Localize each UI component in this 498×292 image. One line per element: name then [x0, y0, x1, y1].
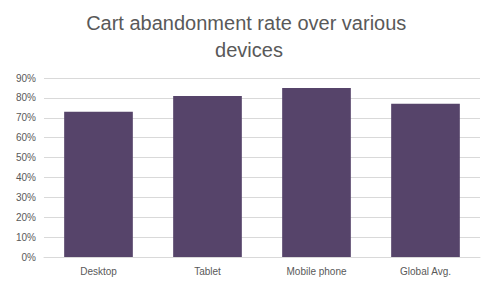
svg-text:10%: 10% — [16, 232, 36, 243]
svg-text:0%: 0% — [22, 252, 37, 263]
svg-text:Global Avg.: Global Avg. — [400, 266, 451, 277]
svg-text:90%: 90% — [16, 73, 36, 84]
svg-text:30%: 30% — [16, 192, 36, 203]
svg-text:devices: devices — [215, 39, 283, 61]
svg-text:80%: 80% — [16, 92, 36, 103]
svg-text:Mobile phone: Mobile phone — [286, 266, 346, 277]
svg-text:50%: 50% — [16, 152, 36, 163]
svg-text:70%: 70% — [16, 112, 36, 123]
svg-text:Cart abandonment rate over var: Cart abandonment rate over various — [86, 12, 412, 34]
svg-text:20%: 20% — [16, 212, 36, 223]
svg-text:Tablet: Tablet — [194, 266, 221, 277]
svg-text:60%: 60% — [16, 132, 36, 143]
svg-text:40%: 40% — [16, 172, 36, 183]
svg-text:Desktop: Desktop — [80, 266, 117, 277]
